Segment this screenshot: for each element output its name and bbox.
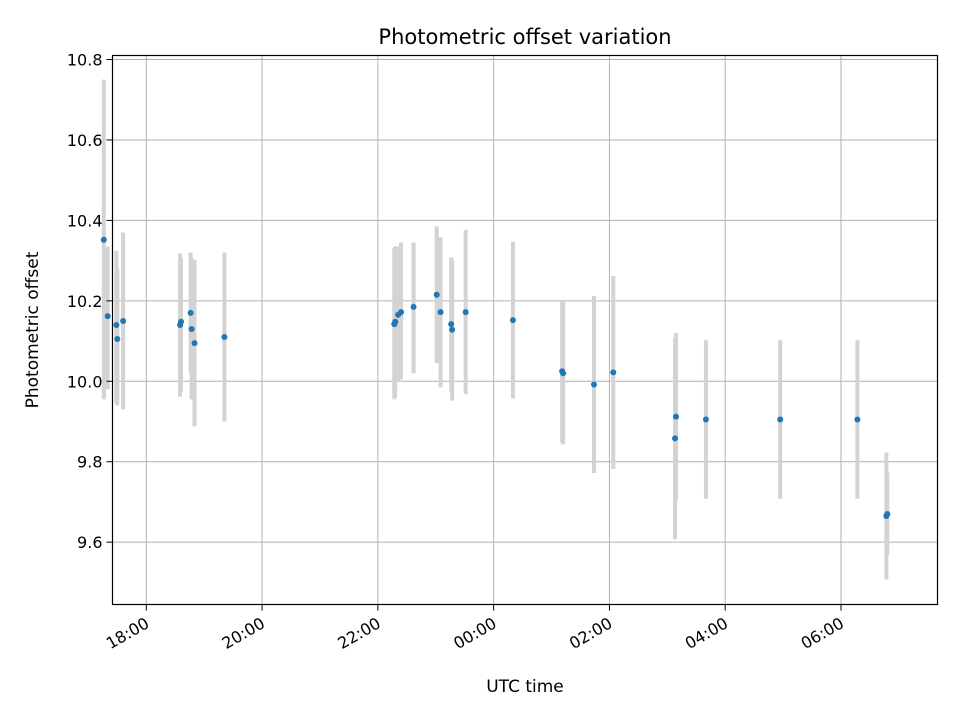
- x-tick-label: 18:00: [103, 614, 152, 654]
- x-tick-label: 20:00: [219, 614, 268, 654]
- data-point: [462, 309, 469, 316]
- data-point: [610, 369, 617, 376]
- data-point: [398, 309, 405, 316]
- y-tick-label: 10.6: [67, 131, 103, 150]
- data-point: [448, 321, 455, 328]
- data-point: [221, 334, 228, 341]
- data-point: [113, 321, 120, 328]
- data-point: [188, 325, 195, 332]
- data-point: [100, 236, 107, 243]
- y-tick-label: 10.0: [67, 372, 103, 391]
- data-point: [590, 381, 597, 388]
- x-axis-ticks: 18:00 20:00 22:00 00:00 02:00 04:00 06:00: [103, 604, 847, 654]
- data-point: [702, 416, 709, 423]
- data-point: [777, 416, 784, 423]
- y-tick-label: 9.6: [77, 533, 102, 552]
- data-point: [884, 511, 891, 518]
- error-bars: [101, 79, 890, 580]
- data-point: [178, 318, 185, 325]
- data-point: [120, 317, 127, 324]
- data-point: [437, 309, 444, 316]
- data-point: [854, 416, 861, 423]
- data-point: [433, 291, 440, 298]
- y-tick-label: 10.2: [67, 292, 103, 311]
- data-point: [672, 435, 679, 442]
- x-tick-label: 02:00: [566, 614, 615, 654]
- data-point: [410, 303, 417, 310]
- data-point: [509, 317, 516, 324]
- y-axis-ticks: 9.6 9.8 10.0 10.2 10.4 10.6 10.8: [67, 51, 113, 552]
- grid: [112, 55, 938, 605]
- data-point: [673, 413, 680, 420]
- data-points: [100, 236, 891, 520]
- data-point: [560, 370, 567, 377]
- x-tick-label: 04:00: [682, 614, 731, 654]
- y-tick-label: 10.8: [67, 51, 103, 70]
- data-point: [114, 336, 121, 343]
- data-point: [392, 318, 399, 325]
- plot-frame: [111, 54, 939, 606]
- y-tick-label: 10.4: [67, 211, 103, 230]
- x-tick-label: 06:00: [798, 614, 847, 654]
- data-point: [104, 313, 111, 320]
- data-point: [187, 309, 194, 316]
- y-axis-label: Photometric offset: [23, 251, 43, 408]
- chart-title: Photometric offset variation: [378, 25, 671, 49]
- x-axis-label: UTC time: [486, 677, 564, 697]
- x-tick-label: 22:00: [334, 614, 383, 654]
- y-tick-label: 9.8: [77, 453, 102, 472]
- x-tick-label: 00:00: [450, 614, 499, 654]
- data-point: [449, 326, 456, 333]
- data-point: [191, 340, 198, 347]
